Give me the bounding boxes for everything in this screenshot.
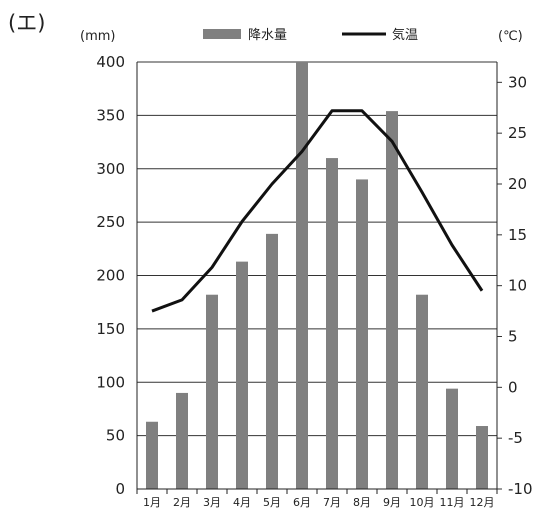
precipitation-bar (476, 426, 488, 489)
precipitation-bars (146, 62, 488, 490)
right-axis-unit: (℃) (498, 29, 523, 44)
precipitation-bar (146, 421, 158, 489)
x-tick-label: 4月 (233, 496, 251, 509)
gridlines (137, 61, 497, 490)
precipitation-bar (416, 294, 428, 489)
precipitation-bar (356, 179, 368, 490)
precipitation-bar (266, 233, 278, 489)
temperature-line (151, 109, 484, 313)
left-tick-label: 350 (96, 106, 125, 124)
right-tick-label: 25 (508, 124, 527, 142)
x-tick-label: 9月 (383, 496, 401, 509)
left-tick-label: 100 (96, 373, 125, 391)
left-axis-unit: (mm) (80, 29, 115, 44)
right-tick-label: -10 (508, 480, 533, 498)
precipitation-bar (206, 294, 218, 489)
x-tick-label: 11月 (440, 496, 465, 509)
precipitation-bar (236, 261, 248, 489)
right-tick-label: 10 (508, 277, 527, 295)
tick-labels: 0 50 100 150 200 250 300 350 400 -10 -5 0 5 10 15 20 25 3… (96, 53, 532, 509)
legend-temperature-label: 気温 (392, 27, 418, 43)
left-tick-label: 150 (96, 320, 125, 338)
left-tick-label: 50 (106, 427, 125, 445)
left-tick-label: 400 (96, 53, 125, 71)
x-tick-label: 7月 (323, 496, 341, 509)
right-tick-label: 5 (508, 328, 518, 346)
x-tick-label: 12月 (470, 496, 495, 509)
temperature-line-path (151, 109, 484, 313)
axes (136, 62, 502, 494)
left-tick-label: 300 (96, 160, 125, 178)
precipitation-bar (386, 111, 398, 489)
x-tick-label: 8月 (353, 496, 371, 509)
left-tick-label: 250 (96, 213, 125, 231)
precipitation-bar (296, 62, 308, 489)
x-tick-label: 1月 (143, 496, 161, 509)
x-tick-label: 10月 (410, 496, 435, 509)
x-tick-label: 6月 (293, 496, 311, 509)
x-tick-label: 3月 (203, 496, 221, 509)
left-tick-label: 0 (115, 480, 125, 498)
right-tick-label: 0 (508, 378, 518, 396)
precipitation-bar (446, 388, 458, 489)
right-tick-label: 20 (508, 175, 527, 193)
legend-precipitation-swatch (203, 29, 241, 39)
x-tick-label: 2月 (173, 496, 191, 509)
left-tick-label: 200 (96, 267, 125, 285)
right-tick-label: -5 (508, 429, 523, 447)
legend-precipitation-label: 降水量 (248, 28, 287, 43)
x-tick-label: 5月 (263, 496, 281, 509)
right-tick-label: 30 (508, 73, 527, 91)
precipitation-bar (176, 392, 188, 489)
legend: 降水量 気温 (203, 27, 418, 43)
right-tick-label: 15 (508, 226, 527, 244)
panel-label: (エ) (8, 11, 45, 35)
precipitation-bar (326, 158, 338, 489)
